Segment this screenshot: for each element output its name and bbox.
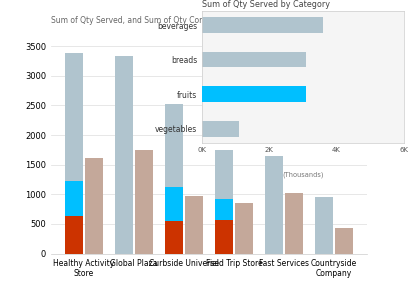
Bar — [315, 197, 333, 254]
Bar — [215, 220, 233, 254]
Bar — [65, 216, 83, 254]
Text: Sum of Qty Served by Category: Sum of Qty Served by Category — [202, 0, 330, 9]
Bar — [202, 52, 306, 68]
Bar — [202, 121, 239, 137]
Bar — [215, 150, 233, 254]
Bar — [215, 199, 233, 254]
Bar — [185, 196, 203, 254]
Bar — [165, 187, 183, 254]
Bar — [265, 156, 283, 254]
Bar — [115, 56, 133, 254]
Bar — [202, 86, 306, 102]
Bar — [65, 53, 83, 254]
Bar — [285, 193, 303, 254]
Text: Sum of Qty Served, and Sum of Qty Consumed 2 by Distri: Sum of Qty Served, and Sum of Qty Consum… — [51, 17, 272, 25]
Bar — [235, 203, 253, 254]
Bar — [85, 158, 103, 254]
Bar — [202, 17, 323, 33]
Bar — [65, 181, 83, 254]
Bar — [165, 221, 183, 254]
Bar — [165, 104, 183, 254]
Bar — [135, 150, 153, 254]
Text: (Thousands): (Thousands) — [282, 171, 324, 178]
Bar — [335, 228, 353, 254]
